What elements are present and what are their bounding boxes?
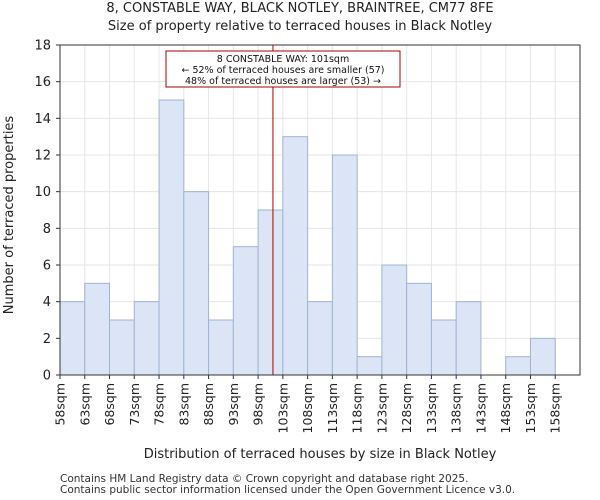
marker-group: 8 CONSTABLE WAY: 101sqm← 52% of terraced…	[165, 45, 401, 375]
bar	[232, 246, 259, 376]
bar	[109, 319, 135, 376]
bar	[133, 301, 160, 376]
bar	[381, 264, 408, 376]
bar	[84, 282, 111, 376]
x-tick-label: 123sqm	[374, 383, 389, 433]
bar	[356, 356, 383, 376]
bar	[505, 356, 531, 376]
marker-annotation-line: 48% of terraced houses are larger (53) →	[185, 76, 381, 87]
bar	[529, 337, 556, 376]
y-axis-label: Number of terraced properties	[2, 116, 17, 315]
bar	[158, 99, 185, 376]
x-tick-label: 128sqm	[399, 383, 414, 433]
y-tick-label: 10	[34, 185, 51, 200]
marker-annotation-line: ← 52% of terraced houses are smaller (57…	[181, 65, 384, 76]
bar	[331, 154, 358, 376]
chart-svg: 8 CONSTABLE WAY: 101sqm← 52% of terraced…	[2, 39, 581, 462]
x-tick-label: 148sqm	[498, 383, 513, 433]
footer-line-1: Contains HM Land Registry data © Crown c…	[60, 473, 469, 485]
x-tick-label: 138sqm	[449, 383, 464, 433]
x-tick-label: 63sqm	[77, 383, 92, 426]
x-tick-label: 158sqm	[548, 383, 563, 433]
plot-frame	[59, 44, 581, 376]
y-tick-label: 8	[43, 222, 51, 237]
y-tick-label: 0	[43, 369, 51, 384]
x-tick-label: 88sqm	[201, 383, 216, 426]
y-tick-label: 2	[43, 332, 51, 347]
x-tick-label: 113sqm	[325, 383, 340, 433]
bar	[59, 301, 86, 376]
x-tick-label: 143sqm	[473, 383, 488, 433]
x-tick-label: 83sqm	[176, 383, 191, 426]
y-tick-label: 16	[34, 75, 51, 90]
x-tick-label: 68sqm	[102, 383, 117, 426]
bar	[208, 319, 234, 376]
x-tick-label: 73sqm	[127, 383, 142, 426]
y-tick-label: 12	[34, 149, 51, 164]
x-tick-label: 108sqm	[300, 383, 315, 433]
bar	[257, 209, 284, 376]
x-axis-label: Distribution of terraced houses by size …	[144, 447, 497, 462]
x-tick-label: 153sqm	[523, 383, 538, 433]
y-axis: 0 2 4 6 8 10 12 14 16 18	[34, 39, 60, 384]
footer-line-2: Contains public sector information licen…	[60, 484, 516, 496]
bar	[406, 282, 432, 376]
x-tick-label: 98sqm	[251, 383, 266, 426]
chart-title: 8, CONSTABLE WAY, BLACK NOTLEY, BRAINTRE…	[106, 1, 494, 16]
bar	[282, 136, 309, 376]
marker-annotation-box	[165, 50, 401, 88]
chart-subtitle: Size of property relative to terraced ho…	[107, 19, 493, 34]
x-tick-label: 103sqm	[275, 383, 290, 433]
bar	[430, 319, 457, 376]
marker-annotation-line: 8 CONSTABLE WAY: 101sqm	[217, 54, 349, 65]
y-tick-label: 14	[34, 112, 51, 127]
x-axis: 58sqm 63sqm 68sqm 73sqm 78sqm 83sqm 88sqm 93sqm…	[53, 375, 563, 433]
bars	[59, 99, 556, 376]
y-tick-label: 4	[43, 295, 51, 310]
x-tick-label: 93sqm	[226, 383, 241, 426]
x-tick-label: 118sqm	[350, 383, 365, 433]
bar	[455, 301, 482, 376]
x-tick-label: 78sqm	[152, 383, 167, 426]
y-tick-label: 18	[34, 39, 51, 54]
x-tick-label: 58sqm	[53, 383, 68, 426]
x-tick-label: 133sqm	[424, 383, 439, 433]
bar	[183, 191, 210, 376]
y-tick-label: 6	[43, 259, 51, 274]
bar	[307, 301, 333, 376]
